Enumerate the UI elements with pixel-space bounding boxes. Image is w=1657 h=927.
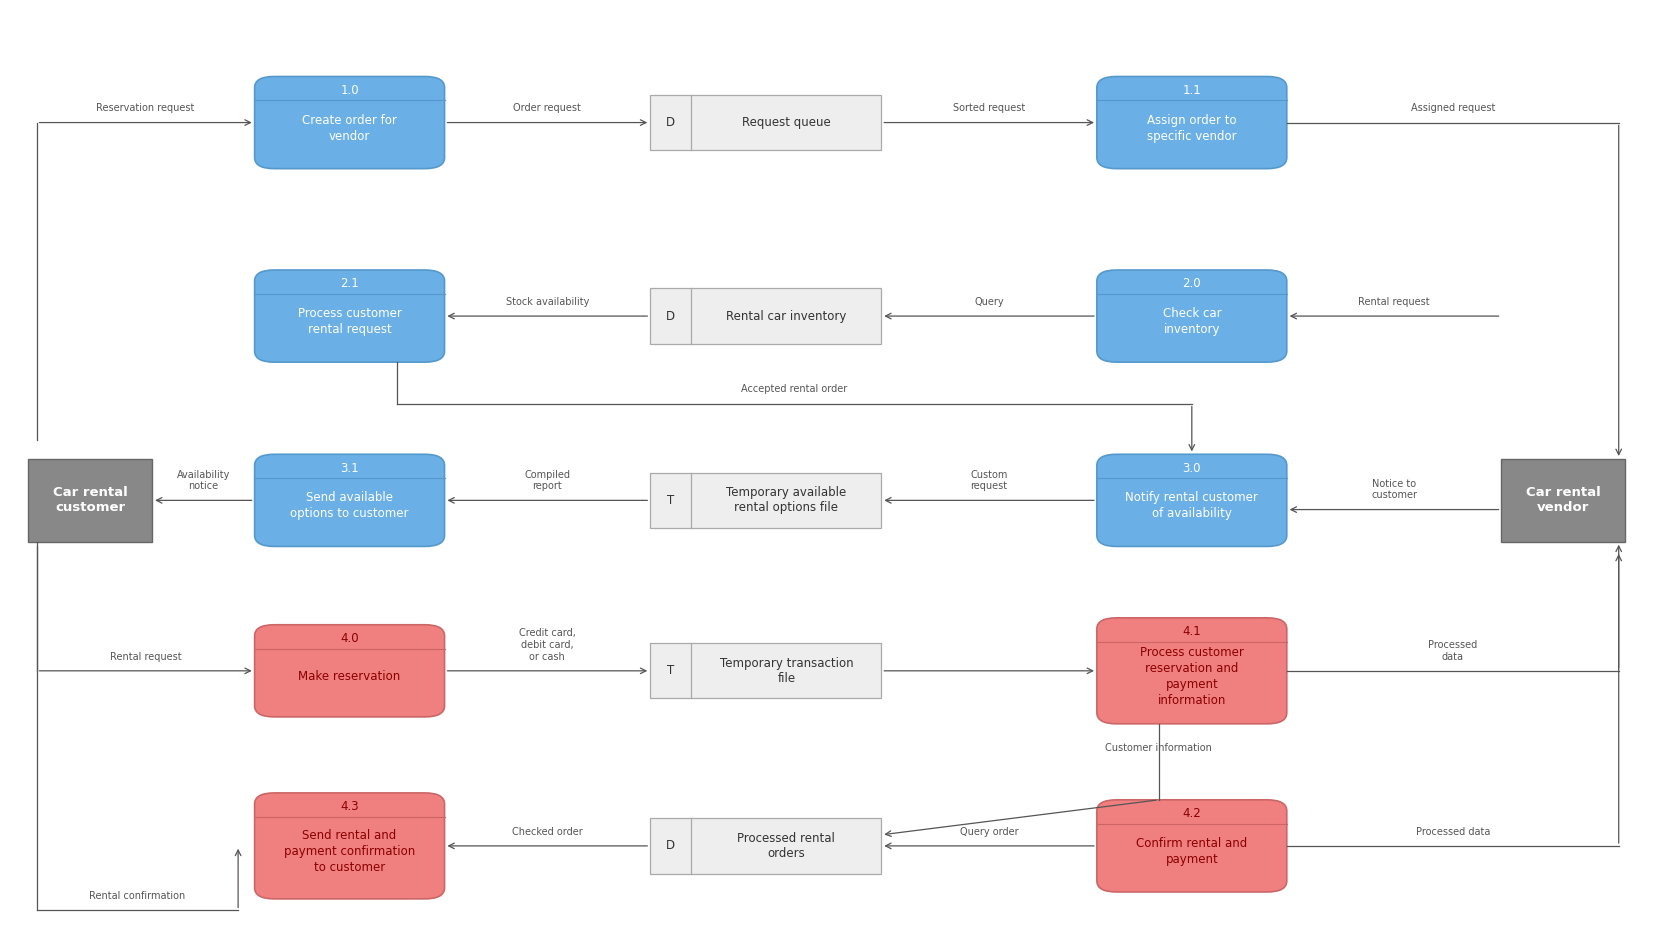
Text: Make reservation: Make reservation <box>298 670 401 683</box>
Text: Assigned request: Assigned request <box>1410 103 1495 113</box>
Text: Sorted request: Sorted request <box>953 103 1026 113</box>
Text: 1.1: 1.1 <box>1183 83 1201 96</box>
Text: 4.1: 4.1 <box>1183 625 1201 638</box>
FancyBboxPatch shape <box>255 454 444 546</box>
Bar <box>650 473 882 528</box>
Text: Temporary available
rental options file: Temporary available rental options file <box>726 487 847 514</box>
Text: Accepted rental order: Accepted rental order <box>741 385 848 394</box>
Text: Custom
request: Custom request <box>971 470 1007 491</box>
Text: Car rental
customer: Car rental customer <box>53 487 128 514</box>
Bar <box>28 459 152 541</box>
Text: Reservation request: Reservation request <box>96 103 196 113</box>
Text: 2.0: 2.0 <box>1183 277 1201 290</box>
FancyBboxPatch shape <box>1097 454 1287 546</box>
Text: Checked order: Checked order <box>512 827 583 837</box>
Text: Send available
options to customer: Send available options to customer <box>290 491 409 520</box>
Text: Process customer
rental request: Process customer rental request <box>298 307 401 337</box>
Bar <box>1501 459 1626 541</box>
Text: 2.1: 2.1 <box>340 277 360 290</box>
FancyBboxPatch shape <box>255 793 444 899</box>
Text: 4.3: 4.3 <box>340 800 360 813</box>
FancyBboxPatch shape <box>1097 617 1287 724</box>
Text: 4.0: 4.0 <box>340 632 360 645</box>
Text: Availability
notice: Availability notice <box>177 470 230 491</box>
FancyBboxPatch shape <box>255 625 444 717</box>
Text: Process customer
reservation and
payment
information: Process customer reservation and payment… <box>1140 646 1244 707</box>
Text: Order request: Order request <box>514 103 582 113</box>
Text: Request queue: Request queue <box>742 116 830 129</box>
Text: Processed
data: Processed data <box>1428 640 1478 662</box>
Text: T: T <box>668 494 674 507</box>
FancyBboxPatch shape <box>1097 800 1287 892</box>
FancyBboxPatch shape <box>1097 270 1287 362</box>
Text: D: D <box>666 840 676 853</box>
Text: Assign order to
specific vendor: Assign order to specific vendor <box>1147 114 1236 143</box>
Bar <box>650 643 882 698</box>
Text: Customer information: Customer information <box>1105 743 1213 753</box>
Text: Notify rental customer
of availability: Notify rental customer of availability <box>1125 491 1258 520</box>
Bar <box>650 819 882 873</box>
Text: Rental request: Rental request <box>109 652 181 662</box>
Text: Temporary transaction
file: Temporary transaction file <box>719 657 853 685</box>
Text: Send rental and
payment confirmation
to customer: Send rental and payment confirmation to … <box>283 829 416 874</box>
Text: D: D <box>666 310 676 323</box>
Text: Compiled
report: Compiled report <box>524 470 570 491</box>
Text: 3.0: 3.0 <box>1183 462 1201 475</box>
Text: Processed data: Processed data <box>1415 827 1490 837</box>
Bar <box>650 288 882 344</box>
Text: Rental request: Rental request <box>1359 297 1430 307</box>
Text: Credit card,
debit card,
or cash: Credit card, debit card, or cash <box>519 629 575 662</box>
Text: Create order for
vendor: Create order for vendor <box>302 114 398 143</box>
Text: Rental car inventory: Rental car inventory <box>726 310 847 323</box>
Text: T: T <box>668 665 674 678</box>
FancyBboxPatch shape <box>255 77 444 169</box>
Text: Car rental
vendor: Car rental vendor <box>1526 487 1601 514</box>
Text: 3.1: 3.1 <box>340 462 360 475</box>
FancyBboxPatch shape <box>255 270 444 362</box>
FancyBboxPatch shape <box>1097 77 1287 169</box>
Text: 4.2: 4.2 <box>1183 807 1201 820</box>
Text: Rental confirmation: Rental confirmation <box>89 891 186 901</box>
Text: Check car
inventory: Check car inventory <box>1163 307 1221 337</box>
Text: Notice to
customer: Notice to customer <box>1370 478 1417 501</box>
Text: Processed rental
orders: Processed rental orders <box>737 832 835 860</box>
Text: 1.0: 1.0 <box>340 83 360 96</box>
Text: D: D <box>666 116 676 129</box>
Text: Query: Query <box>974 297 1004 307</box>
Text: Query order: Query order <box>959 827 1019 837</box>
Text: Confirm rental and
payment: Confirm rental and payment <box>1137 837 1248 866</box>
Text: Stock availability: Stock availability <box>505 297 588 307</box>
Bar <box>650 95 882 150</box>
